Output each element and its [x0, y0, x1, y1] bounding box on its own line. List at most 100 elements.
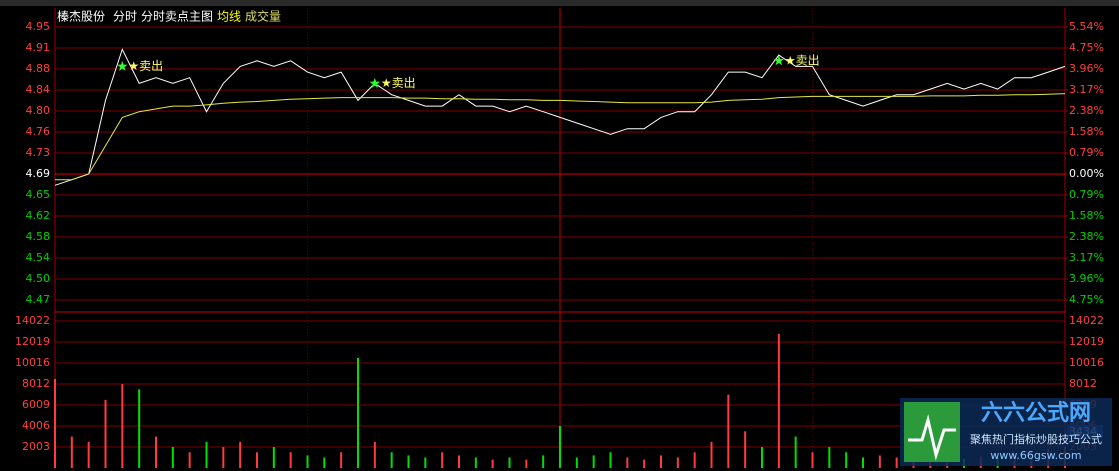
- volume-bar: [171, 447, 174, 468]
- y2-tick-label: 10016: [1069, 356, 1104, 369]
- y2-tick-label: 4.75%: [1069, 41, 1104, 54]
- price-line: [55, 93, 1066, 181]
- volume-bar: [155, 436, 157, 468]
- volume-bar: [794, 436, 797, 468]
- y2-tick-label: 3.96%: [1069, 272, 1104, 285]
- logo-slogan: 聚焦热门指标炒股技巧公式: [970, 432, 1102, 446]
- logo-pulse: [908, 414, 956, 461]
- price-line: [54, 48, 1066, 186]
- y-tick-label: 4.84: [26, 83, 51, 96]
- volume-bar: [138, 389, 141, 468]
- volume-bar: [845, 452, 848, 468]
- volume-bar: [862, 457, 864, 468]
- logo-title: 六六公式网: [981, 401, 1091, 426]
- y2-tick-label: 3.17%: [1069, 83, 1104, 96]
- volume-bar: [222, 447, 225, 468]
- volume-bar: [575, 457, 578, 468]
- y-tick-label: 12019: [15, 335, 50, 348]
- y2-tick-label: 4.75%: [1069, 293, 1104, 306]
- volume-bar: [357, 357, 359, 468]
- volume-bar: [878, 455, 881, 468]
- toolbar-strip: [0, 0, 1119, 6]
- y-tick-label: 4.65: [26, 188, 51, 201]
- y2-tick-label: 8012: [1069, 377, 1097, 390]
- volume-bar: [744, 431, 747, 468]
- volume-bar: [559, 426, 561, 468]
- volume-bar: [188, 452, 191, 468]
- y2-tick-label: 2.38%: [1069, 230, 1104, 243]
- volume-bar: [626, 457, 629, 468]
- volume-bar: [458, 455, 460, 468]
- y2-tick-label: 5.54%: [1069, 20, 1104, 33]
- volume-bar: [811, 452, 814, 468]
- indicator-name: 分时卖点主图: [141, 10, 213, 24]
- volume-bar: [70, 436, 73, 468]
- y-tick-label: 2003: [22, 440, 50, 453]
- volume-bar: [676, 457, 679, 468]
- y2-tick-label: 2.38%: [1069, 104, 1104, 117]
- volume-bar: [643, 459, 646, 468]
- volume-bar: [777, 333, 780, 468]
- y-tick-label: 4.91: [26, 41, 51, 54]
- y-tick-label: 4.95: [26, 20, 51, 33]
- volume-bar: [104, 399, 107, 468]
- y-tick-label: 8012: [22, 377, 50, 390]
- y2-tick-label: 3.17%: [1069, 251, 1104, 264]
- volume-title: 成交量: [245, 9, 281, 24]
- volume-bar: [205, 441, 208, 468]
- y2-tick-label: 0.79%: [1069, 188, 1104, 201]
- volume-bar: [761, 447, 763, 468]
- volume-bar: [54, 378, 56, 468]
- y-tick-label: 4.62: [26, 209, 51, 222]
- volume-bar: [727, 394, 730, 468]
- signal-star: [773, 55, 785, 66]
- volume-bar: [660, 455, 662, 468]
- watermark-logo: 六六公式网 聚焦热门指标炒股技巧公式 www.66gsw.com: [900, 398, 1112, 466]
- volume-bar: [828, 447, 831, 468]
- y2-tick-label: 0.79%: [1069, 146, 1104, 159]
- volume-bar: [373, 441, 376, 468]
- signal-star: [117, 60, 128, 71]
- volume-bar: [474, 457, 477, 468]
- volume-bar: [340, 452, 343, 468]
- y-tick-label: 4.47: [26, 293, 51, 306]
- series-label: 均线: [217, 10, 241, 24]
- volume-bar: [895, 457, 898, 468]
- volume-bar: [693, 452, 696, 468]
- y-tick-label: 6009: [22, 398, 50, 411]
- y-tick-label: 14022: [15, 314, 50, 327]
- y2-tick-label: 1.58%: [1069, 125, 1104, 138]
- volume-bar: [441, 452, 444, 468]
- volume-bar: [525, 459, 528, 468]
- volume-bar: [306, 455, 309, 468]
- volume-bar: [592, 455, 595, 468]
- volume-bar: [424, 457, 427, 468]
- y2-tick-label: 0.00%: [1069, 167, 1104, 180]
- y-tick-label: 4.58: [26, 230, 51, 243]
- volume-bar: [407, 455, 410, 468]
- y2-tick-label: 14022: [1069, 314, 1104, 327]
- y-tick-label: 4.80: [26, 104, 51, 117]
- volume-bar: [239, 441, 242, 468]
- y2-tick-label: 1.58%: [1069, 209, 1104, 222]
- y2-tick-label: 12019: [1069, 335, 1104, 348]
- volume-bar: [289, 452, 292, 468]
- series-label: 分时: [113, 10, 137, 24]
- signal-label: ★卖出: [128, 59, 163, 73]
- stock-name: 榛杰股份: [57, 10, 105, 24]
- volume-bar: [87, 441, 90, 468]
- volume-bar: [272, 447, 275, 468]
- volume-bar: [121, 384, 124, 468]
- volume-bar: [542, 455, 545, 468]
- logo-url: www.66gsw.com: [990, 449, 1081, 462]
- y-tick-label: 4.50: [26, 272, 51, 285]
- signal-label: ★卖出: [785, 53, 820, 67]
- volume-bar: [609, 452, 612, 468]
- y-tick-label: 10016: [15, 356, 50, 369]
- volume-bar: [256, 452, 258, 468]
- volume-bar: [710, 441, 713, 468]
- signal-star: [369, 77, 381, 88]
- y-tick-label: 4006: [22, 419, 50, 432]
- y-tick-label: 4.69: [26, 167, 51, 180]
